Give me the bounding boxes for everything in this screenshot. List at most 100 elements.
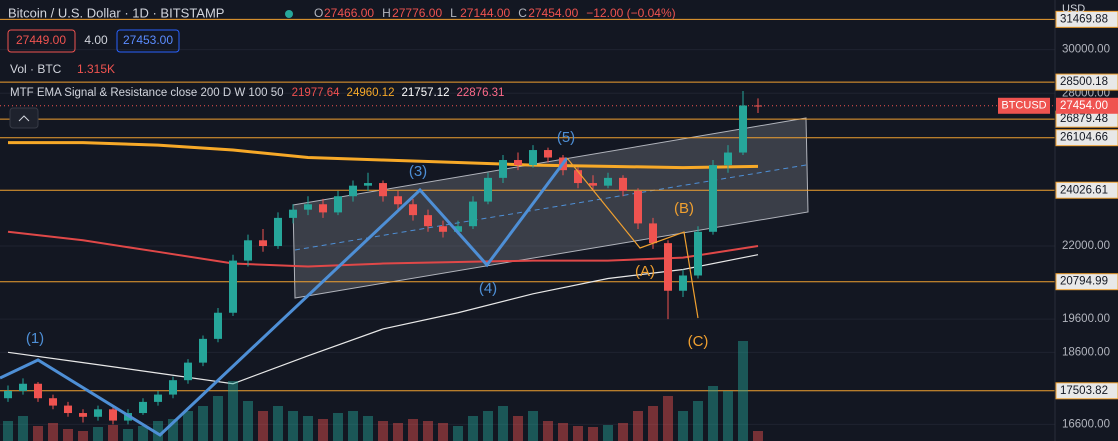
wave-label: (4) xyxy=(479,280,497,297)
candle-body xyxy=(364,183,372,186)
candle-body xyxy=(649,223,657,244)
level-tag xyxy=(1055,10,1118,28)
candle-body xyxy=(139,401,147,414)
volume-bar xyxy=(288,411,298,441)
volume-bar xyxy=(258,411,268,441)
indicator-value: 21757.12 xyxy=(402,87,450,99)
last-price-tag xyxy=(1056,97,1118,114)
candle-body xyxy=(214,312,222,339)
sell-button[interactable] xyxy=(7,29,76,53)
ema-line xyxy=(7,230,759,268)
volume-bar xyxy=(498,406,508,441)
buy-button[interactable] xyxy=(116,29,180,53)
candle-body xyxy=(754,105,762,107)
candle-body xyxy=(529,150,537,166)
candle-body xyxy=(394,196,402,205)
volume-label: Vol · BTC xyxy=(10,62,62,76)
volume-bar xyxy=(543,421,553,441)
sell-price: 27449.00 xyxy=(16,33,66,47)
candle-body xyxy=(379,183,387,197)
candle-body xyxy=(469,201,477,227)
currency: USD xyxy=(1062,3,1085,15)
volume-bar xyxy=(738,341,748,441)
wave-line xyxy=(0,157,569,437)
level-label: 17503.82 xyxy=(1060,385,1108,397)
y-tick-label: 22000.00 xyxy=(1062,240,1110,252)
change: −12.00 (−0.04%) xyxy=(586,6,675,20)
candle-body xyxy=(259,240,267,247)
volume-bar xyxy=(108,425,118,441)
candle-body xyxy=(169,380,177,395)
level-tag xyxy=(1055,273,1118,291)
volume-bar xyxy=(333,413,343,441)
ohlc-value: 27776.00 xyxy=(392,6,442,20)
level-label: 26104.66 xyxy=(1060,132,1108,144)
candle-body xyxy=(79,413,87,417)
volume-bar xyxy=(513,416,523,441)
candle-body xyxy=(424,215,432,227)
volume-bar xyxy=(483,411,493,441)
candle-body xyxy=(604,177,612,186)
candle-body xyxy=(199,338,207,363)
candle-body xyxy=(34,383,42,399)
volume-bar xyxy=(318,419,328,441)
y-tick-label: 30000.00 xyxy=(1062,44,1110,56)
candle-body xyxy=(499,160,507,178)
candle-body xyxy=(724,152,732,166)
ohlc-key: O xyxy=(314,6,323,20)
candle-body xyxy=(709,165,717,232)
candle-body xyxy=(109,409,117,421)
volume-bar xyxy=(33,426,43,441)
volume-bar xyxy=(753,431,763,441)
level-label: 24026.61 xyxy=(1060,184,1108,196)
volume-bar xyxy=(63,429,73,441)
collapse-button[interactable] xyxy=(9,107,39,129)
volume-bar xyxy=(93,427,103,441)
candle-body xyxy=(49,398,57,406)
candle-body xyxy=(154,394,162,402)
indicator-value: 22876.31 xyxy=(456,87,504,99)
channel xyxy=(292,117,809,299)
candle-body xyxy=(94,409,102,417)
volume-bar xyxy=(633,411,643,441)
candle-body xyxy=(304,204,312,210)
candle-body xyxy=(589,183,597,186)
level-label: 31469.88 xyxy=(1060,13,1108,25)
candle-body xyxy=(409,204,417,216)
volume-bar xyxy=(558,423,568,441)
volume-bar xyxy=(153,421,163,441)
volume-bar xyxy=(423,421,433,441)
volume-bar xyxy=(393,423,403,441)
indicator-label: MTF EMA Signal & Resistance close 200 D … xyxy=(10,87,284,99)
candle-body xyxy=(64,405,72,414)
volume-bar xyxy=(18,416,28,441)
wave-label: (A) xyxy=(635,263,655,280)
candle-body xyxy=(544,150,552,158)
y-tick-label: 18600.00 xyxy=(1062,346,1110,358)
candle-body xyxy=(679,275,687,291)
volume-bar xyxy=(243,401,253,441)
volume-bar xyxy=(693,401,703,441)
volume-bar xyxy=(573,426,583,441)
candle-body xyxy=(229,260,237,313)
candle-body xyxy=(514,160,522,166)
volume-bar xyxy=(48,423,58,441)
volume-bar xyxy=(168,419,178,441)
volume-bar xyxy=(303,416,313,441)
last-price-label: 27454.00 xyxy=(1060,100,1108,112)
symbol-title: Bitcoin / U.S. Dollar · 1D · BITSTAMP xyxy=(8,5,224,20)
level-label: 26879.48 xyxy=(1060,113,1108,125)
candle-body xyxy=(289,209,297,218)
ema-line xyxy=(7,254,759,385)
candle-body xyxy=(349,185,357,197)
volume-bar xyxy=(603,425,613,441)
volume-bar xyxy=(138,426,148,441)
wave-label: (C) xyxy=(688,333,709,350)
abc-line xyxy=(566,157,699,319)
status-dot xyxy=(285,10,293,18)
ohlc-value: 27466.00 xyxy=(324,6,374,20)
spread: 4.00 xyxy=(84,33,108,47)
level-label: 20794.99 xyxy=(1060,276,1108,288)
volume-bar xyxy=(708,386,718,441)
